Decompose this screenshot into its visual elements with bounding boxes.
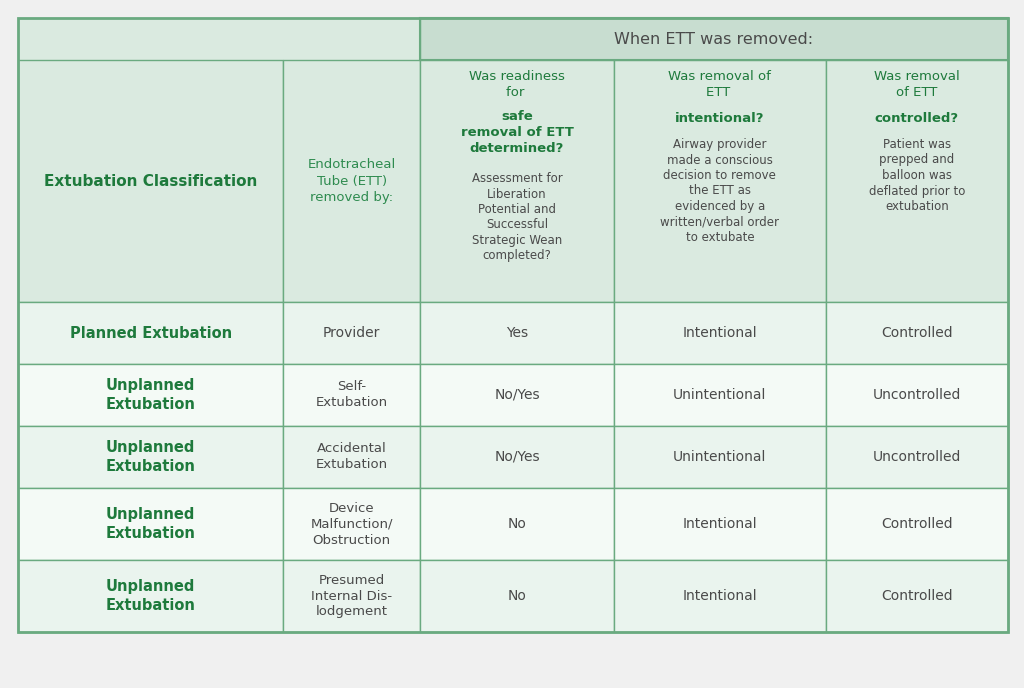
Bar <box>825 560 1008 632</box>
Text: Unplanned
Extubation: Unplanned Extubation <box>105 507 196 541</box>
Text: Was removal
of ETT: Was removal of ETT <box>874 70 959 99</box>
Bar <box>18 488 284 560</box>
Text: Planned Extubation: Planned Extubation <box>70 325 231 341</box>
Bar <box>420 18 1008 60</box>
Bar <box>825 302 1008 364</box>
Bar <box>420 488 614 560</box>
Bar <box>284 560 420 632</box>
Text: No: No <box>508 589 526 603</box>
Text: Assessment for
Liberation
Potential and
Successful
Strategic Wean
completed?: Assessment for Liberation Potential and … <box>472 172 562 263</box>
Bar <box>284 364 420 426</box>
Text: No: No <box>508 517 526 531</box>
Bar <box>18 560 284 632</box>
Bar <box>825 60 1008 302</box>
Bar <box>18 18 420 60</box>
Text: Unplanned
Extubation: Unplanned Extubation <box>105 579 196 613</box>
Bar <box>284 60 420 302</box>
Text: Unintentional: Unintentional <box>673 388 767 402</box>
Bar <box>18 364 284 426</box>
Bar <box>614 364 825 426</box>
Bar <box>420 60 614 302</box>
Text: When ETT was removed:: When ETT was removed: <box>614 32 813 47</box>
Text: Accidental
Extubation: Accidental Extubation <box>315 442 388 471</box>
Bar <box>614 60 825 302</box>
Text: Endotracheal
Tube (ETT)
removed by:: Endotracheal Tube (ETT) removed by: <box>307 158 395 204</box>
Text: No/Yes: No/Yes <box>495 450 540 464</box>
Bar <box>18 302 284 364</box>
Bar <box>614 426 825 488</box>
Text: Controlled: Controlled <box>881 589 952 603</box>
Bar <box>420 426 614 488</box>
Text: Unplanned
Extubation: Unplanned Extubation <box>105 440 196 474</box>
Text: Intentional: Intentional <box>683 326 757 340</box>
Bar <box>420 302 614 364</box>
Bar <box>420 560 614 632</box>
Text: Controlled: Controlled <box>881 517 952 531</box>
Text: Was readiness
for: Was readiness for <box>469 70 565 99</box>
Text: Patient was
prepped and
balloon was
deflated prior to
extubation: Patient was prepped and balloon was defl… <box>868 138 965 213</box>
Text: Self-
Extubation: Self- Extubation <box>315 380 388 409</box>
Bar <box>614 488 825 560</box>
Text: Unplanned
Extubation: Unplanned Extubation <box>105 378 196 412</box>
Bar <box>825 488 1008 560</box>
Text: Was removal of
ETT: Was removal of ETT <box>669 70 771 99</box>
Text: Intentional: Intentional <box>683 589 757 603</box>
Text: Unintentional: Unintentional <box>673 450 767 464</box>
Text: Presumed
Internal Dis-
lodgement: Presumed Internal Dis- lodgement <box>311 574 392 619</box>
Text: Controlled: Controlled <box>881 326 952 340</box>
Text: intentional?: intentional? <box>675 112 765 125</box>
Text: controlled?: controlled? <box>874 112 959 125</box>
Text: No/Yes: No/Yes <box>495 388 540 402</box>
Bar <box>825 364 1008 426</box>
Bar <box>614 302 825 364</box>
Text: Uncontrolled: Uncontrolled <box>872 450 962 464</box>
Text: safe
removal of ETT
determined?: safe removal of ETT determined? <box>461 110 573 155</box>
Bar <box>18 18 1008 632</box>
Bar <box>614 560 825 632</box>
Text: Uncontrolled: Uncontrolled <box>872 388 962 402</box>
Bar <box>420 18 1008 60</box>
Text: Airway provider
made a conscious
decision to remove
the ETT as
evidenced by a
wr: Airway provider made a conscious decisio… <box>660 138 779 244</box>
Text: Intentional: Intentional <box>683 517 757 531</box>
Bar <box>284 488 420 560</box>
Bar <box>420 364 614 426</box>
Text: Extubation Classification: Extubation Classification <box>44 173 257 189</box>
Text: Yes: Yes <box>506 326 528 340</box>
Text: Provider: Provider <box>323 326 380 340</box>
Bar <box>18 60 284 302</box>
Bar <box>284 426 420 488</box>
Bar <box>284 302 420 364</box>
Bar <box>18 426 284 488</box>
Bar <box>825 426 1008 488</box>
Text: Device
Malfunction/
Obstruction: Device Malfunction/ Obstruction <box>310 502 393 546</box>
